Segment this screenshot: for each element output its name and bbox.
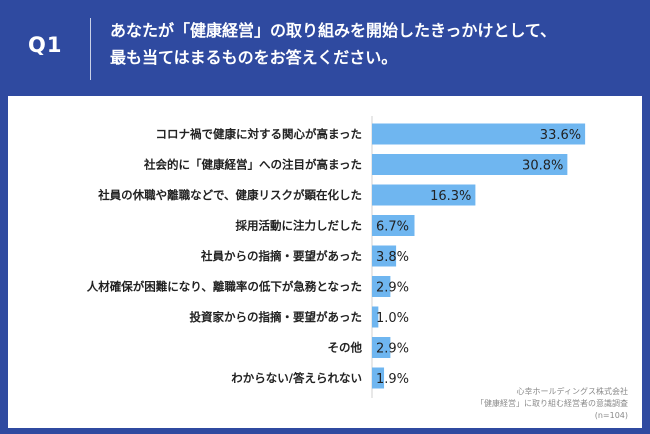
bar-chart: コロナ禍で健康に対する関心が高まった 33.6% 社会的に「健康経営」への注目が高ま…: [87, 116, 586, 398]
data-label: 6.7%: [376, 220, 409, 235]
data-label: 30.8%: [522, 159, 563, 174]
data-label: 33.6%: [540, 128, 581, 143]
category-label: その他: [328, 341, 363, 355]
question-number: Q1: [28, 33, 63, 57]
bar: [372, 184, 476, 206]
data-label: 2.9%: [376, 342, 409, 357]
question-text: あなたが「健康経営」の取り組みを開始したきっかけとして、 最も当てはまるものをお…: [110, 17, 640, 71]
source-company: 心幸ホールディングス株式会社: [516, 387, 628, 396]
bar: [372, 337, 391, 358]
chart-panel: コロナ禍で健康に対する関心が高まった 33.6% 社会的に「健康経営」への注目が高ま…: [8, 96, 642, 428]
bar: [372, 306, 379, 328]
sample-size: (n=104): [594, 411, 628, 420]
category-label: 社会的に「健康経営」への注目が高まった: [143, 158, 362, 172]
question-line-2: 最も当てはまるものをお答えください。: [110, 48, 398, 67]
bar: [372, 215, 415, 236]
source-survey: 「健康経営」に取り組む経営者の意識調査: [476, 399, 628, 408]
category-label: わからない/答えられない: [231, 371, 362, 385]
bar: [372, 276, 391, 297]
question-line-1: あなたが「健康経営」の取り組みを開始したきっかけとして、: [110, 21, 557, 40]
source-note: 心幸ホールディングス株式会社 「健康経営」に取り組む経営者の意識調査 (n=10…: [476, 386, 628, 422]
category-label: 社員の休職や離職などで、健康リスクが顕在化した: [97, 188, 362, 202]
data-label: 2.9%: [376, 281, 409, 296]
question-header: Q1 あなたが「健康経営」の取り組みを開始したきっかけとして、 最も当てはまるも…: [0, 0, 650, 88]
bar: [372, 154, 568, 175]
data-label: 1.0%: [376, 311, 409, 326]
category-label: 人材確保が困難になり、離職率の低下が急務となった: [87, 280, 362, 294]
category-label: 採用活動に注力しだした: [236, 219, 363, 233]
bar: [372, 367, 385, 389]
category-label: コロナ禍で健康に対する関心が高まった: [155, 127, 362, 141]
category-label: 投資家からの指摘・要望があった: [190, 310, 363, 324]
category-label: 社員からの指摘・要望があった: [200, 249, 362, 263]
data-label: 3.8%: [376, 250, 409, 265]
data-label: 16.3%: [430, 189, 471, 204]
bar: [372, 123, 586, 145]
header-divider: [90, 18, 91, 80]
data-label: 1.9%: [376, 372, 409, 387]
bar: [372, 245, 397, 267]
